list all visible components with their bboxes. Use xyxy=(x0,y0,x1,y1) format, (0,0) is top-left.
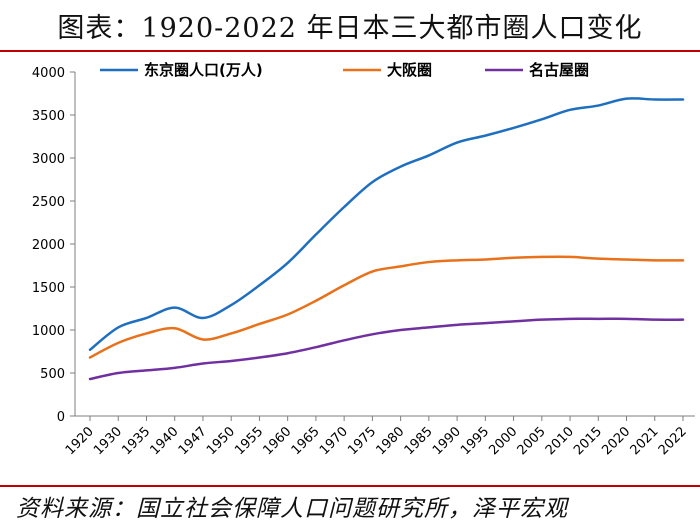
x-tick-label: 1995 xyxy=(458,424,492,458)
series-layer xyxy=(88,97,685,381)
y-tick-label: 1000 xyxy=(32,324,65,339)
y-tick-label: 0 xyxy=(57,410,65,425)
x-tick-label: 1935 xyxy=(119,424,153,458)
x-tick-label: 1950 xyxy=(204,424,238,458)
x-tick-label: 1947 xyxy=(176,424,210,458)
legend-label-1: 东京圈人口(万人) xyxy=(144,61,263,79)
x-tick-label: 1970 xyxy=(317,424,351,458)
legend-label-2: 大阪圈 xyxy=(387,61,432,79)
x-tick-label: 1990 xyxy=(430,424,464,458)
y-tick-label: 2500 xyxy=(32,195,65,210)
x-tick-label: 1920 xyxy=(63,424,97,458)
legend-label-3: 名古屋圈 xyxy=(529,61,589,79)
x-tick-label: 1960 xyxy=(260,424,294,458)
title-divider xyxy=(0,50,700,52)
y-tick-label: 3000 xyxy=(32,152,65,167)
y-tick-label: 2000 xyxy=(32,238,65,253)
source-note: 资料来源：国立社会保障人口问题研究所，泽平宏观 xyxy=(16,496,568,522)
x-tick-label: 1930 xyxy=(91,424,125,458)
x-tick-label: 1940 xyxy=(148,424,182,458)
y-tick-label: 4000 xyxy=(32,66,65,81)
x-tick-label: 2021 xyxy=(628,424,662,458)
x-tick-label: 2000 xyxy=(486,424,520,458)
source-divider xyxy=(0,485,700,487)
x-tick-label: 2010 xyxy=(543,424,577,458)
x-axis: 1920193019351940194719501955196019651970… xyxy=(63,415,695,458)
legend: 东京圈人口(万人) 大阪圈 名古屋圈 xyxy=(100,61,589,79)
x-tick-label: 2020 xyxy=(599,424,633,458)
y-tick-label: 3500 xyxy=(32,109,65,124)
x-tick-label: 2015 xyxy=(571,424,605,458)
x-tick-label: 1980 xyxy=(373,424,407,458)
series-line-2 xyxy=(88,255,685,359)
x-tick-label: 2005 xyxy=(515,424,549,458)
y-tick-label: 500 xyxy=(40,367,65,382)
x-tick-label: 1985 xyxy=(402,424,436,458)
x-tick-label: 1975 xyxy=(345,424,379,458)
series-line-3 xyxy=(88,317,685,381)
x-tick-label: 1965 xyxy=(289,424,323,458)
x-tick-label: 1955 xyxy=(232,424,266,458)
y-tick-label: 1500 xyxy=(32,281,65,296)
chart-title: 图表：1920-2022 年日本三大都市圈人口变化 xyxy=(57,13,643,44)
series-line-1 xyxy=(88,97,685,352)
y-axis: 0 500 1000 1500 2000 2500 3000 3500 4000 xyxy=(32,66,76,425)
x-tick-label: 2022 xyxy=(656,424,690,458)
